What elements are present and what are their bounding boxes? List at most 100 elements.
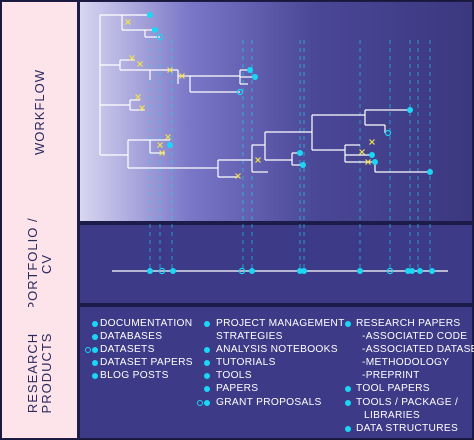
node-dot	[147, 12, 153, 18]
timeline-ring	[158, 267, 166, 275]
products-label-box: RESEARCH PRODUCTS	[2, 307, 77, 438]
node-ring	[236, 88, 244, 96]
node-dot	[372, 159, 378, 165]
cross-stroke	[369, 139, 375, 145]
ring-dot-icon	[197, 399, 203, 406]
guide-lines	[149, 40, 431, 270]
node-ring	[384, 129, 392, 137]
cross-stroke	[135, 94, 141, 100]
filled-dot-icon	[204, 399, 210, 406]
filled-dot-icon	[204, 386, 210, 393]
legend-item: BLOG POSTS	[90, 369, 193, 382]
node-ring	[156, 33, 164, 41]
portfolio-timeline	[112, 267, 448, 275]
node-dot	[252, 74, 258, 80]
cross-stroke	[159, 150, 165, 156]
timeline-ring	[386, 267, 394, 275]
cross-marker	[157, 142, 163, 148]
cross-stroke	[235, 173, 241, 179]
legend-item: DATASET PAPERS	[90, 356, 193, 369]
legend-item: RESEARCH PAPERS	[345, 317, 474, 330]
cross-marker	[369, 139, 375, 145]
legend-item: ANALYSIS NOTEBOOKS	[204, 343, 345, 356]
filled-dot-icon	[92, 360, 98, 367]
cross-marker	[167, 67, 173, 73]
cross-marker	[165, 134, 171, 140]
timeline-dot	[357, 268, 363, 274]
timeline-dot	[170, 268, 176, 274]
node-dot	[369, 152, 375, 158]
node-dot	[297, 150, 303, 156]
filled-dot-icon	[204, 373, 210, 380]
tree-markers	[125, 12, 433, 179]
cross-marker	[125, 19, 131, 25]
cross-marker	[359, 149, 365, 155]
cross-marker	[159, 150, 165, 156]
filled-dot-icon	[92, 347, 98, 354]
workflow-panel	[80, 2, 472, 221]
cross-stroke	[365, 159, 371, 165]
legend-column-3: RESEARCH PAPERS -ASSOCIATED CODE -ASSOCI…	[345, 317, 474, 435]
workflow-tree	[99, 14, 430, 178]
cross-marker	[139, 105, 145, 111]
cross-stroke	[125, 19, 131, 25]
filled-dot-icon	[345, 399, 351, 406]
node-dot	[152, 27, 158, 33]
cross-marker	[135, 94, 141, 100]
legend-item: TOOLS / PACKAGE /	[345, 396, 474, 409]
filled-dot-icon	[345, 386, 351, 393]
legend-subitem: -METHODOLOGY	[362, 357, 450, 369]
cross-stroke	[255, 157, 261, 163]
filled-dot-icon	[345, 425, 351, 432]
workflow-label-box: WORKFLOW	[2, 2, 77, 221]
timeline-dot	[429, 268, 435, 274]
cross-marker	[235, 173, 241, 179]
filled-dot-icon	[345, 321, 351, 327]
cross-marker	[255, 157, 261, 163]
cross-stroke	[157, 142, 163, 148]
portfolio-label-box: PORTFOLIO / CV	[2, 217, 77, 311]
legend-subitem: -ASSOCIATED CODE	[362, 331, 468, 343]
legend-column-1: DOCUMENTATION DATABASES DATASETS DATASET…	[85, 317, 193, 382]
filled-dot-icon	[92, 334, 98, 341]
legend-item: GRANT PROPOSALS	[197, 396, 345, 409]
cross-marker	[137, 61, 143, 67]
legend-item: LIBRARIES	[364, 409, 420, 421]
cross-stroke	[359, 149, 365, 155]
filled-dot-icon	[92, 373, 98, 380]
legend-column-2: PROJECT MANAGEMENT STRATEGIES ANALYSIS N…	[197, 317, 345, 409]
cross-stroke	[165, 134, 171, 140]
timeline-dot	[417, 268, 423, 274]
legend-item: DOCUMENTATION	[90, 317, 193, 330]
filled-dot-icon	[92, 321, 98, 327]
legend-subitem: -ASSOCIATED DATASET	[362, 344, 474, 356]
timeline-dot	[301, 268, 307, 274]
cross-stroke	[137, 61, 143, 67]
legend-item: PAPERS	[204, 382, 345, 395]
legend-item: TUTORIALS	[204, 356, 345, 369]
filled-dot-icon	[204, 321, 210, 327]
node-dot	[407, 107, 413, 113]
legend-item: DATABASES	[90, 330, 193, 343]
research-products-panel: DOCUMENTATION DATABASES DATASETS DATASET…	[80, 307, 474, 438]
cross-stroke	[167, 67, 173, 73]
timeline-ring	[238, 267, 246, 275]
timeline-dot	[249, 268, 255, 274]
legend-item: STRATEGIES	[216, 331, 283, 343]
legend-subitem: -PREPRINT	[362, 370, 420, 382]
node-dot	[167, 142, 173, 148]
cross-stroke	[139, 105, 145, 111]
filled-dot-icon	[204, 347, 210, 354]
node-dot	[247, 67, 253, 73]
cross-marker	[179, 73, 185, 79]
timeline-dot	[147, 268, 153, 274]
legend-item: TOOL PAPERS	[345, 382, 474, 395]
legend-item: TOOLS	[204, 369, 345, 382]
node-dot	[427, 169, 433, 175]
timeline-dot	[409, 268, 415, 274]
node-dot	[300, 162, 306, 168]
cross-stroke	[129, 55, 135, 61]
legend-item: DATASETS	[85, 343, 193, 356]
legend-item: DATA STRUCTURES	[345, 422, 474, 435]
